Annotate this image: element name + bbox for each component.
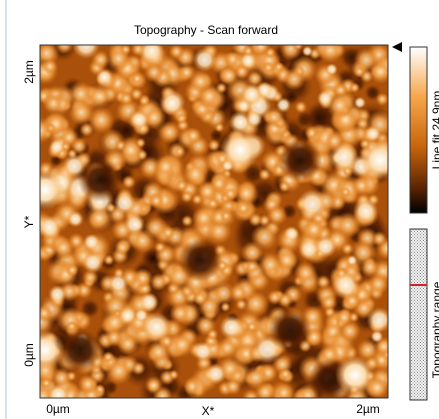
colorbar <box>410 47 427 213</box>
y-bottom-label: 0µm <box>22 343 36 367</box>
topography-image <box>25 32 400 412</box>
window-title: Topography - Scan forward <box>134 23 278 37</box>
x-axis-label: X* <box>202 404 215 418</box>
y-axis-label: Y* <box>22 215 36 228</box>
range-label: Topography range <box>430 281 439 378</box>
range-bar[interactable] <box>410 229 427 400</box>
x-left-label: 0µm <box>46 402 70 416</box>
x-right-label: 2µm <box>356 402 380 416</box>
y-top-label: 2µm <box>22 60 36 84</box>
topography-window: Topography - Scan forward 2µm Y* 0µm 0µm… <box>0 0 439 419</box>
colorbar-label: Line fit 24.9nm <box>430 91 439 170</box>
page: Topography - Scan forward 2µm Y* 0µm 0µm… <box>0 0 439 419</box>
